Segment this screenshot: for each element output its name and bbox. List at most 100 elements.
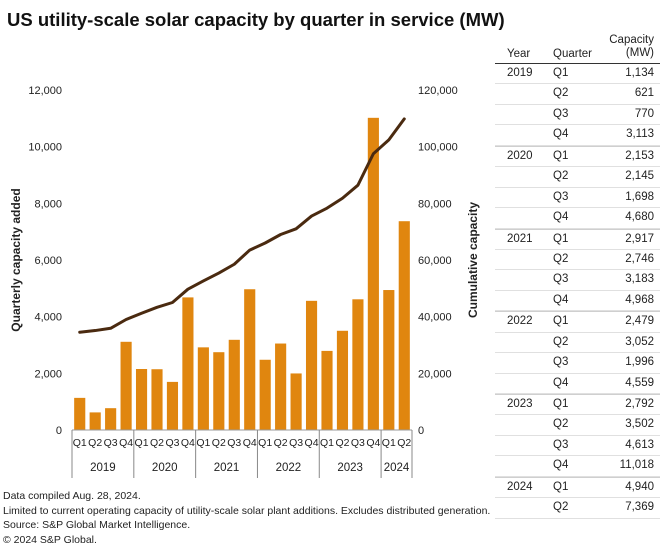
row-quarter: Q4 [553,459,569,472]
y-left-tick-label: 6,000 [34,255,62,267]
x-quarter-label: Q4 [119,437,133,449]
bar [321,350,333,430]
row-capacity: 4,680 [625,211,654,224]
header-capacity: Capacity (MW) [609,34,654,59]
row-capacity: 3,502 [625,418,654,431]
row-capacity: 1,698 [625,190,654,203]
bar [197,347,209,430]
x-quarter-label: Q1 [320,437,334,449]
row-quarter: Q2 [553,418,569,431]
row-quarter: Q2 [553,501,569,514]
x-quarter-label: Q1 [196,437,210,449]
table-row: Q4 4,968 [495,291,660,312]
x-quarter-label: Q2 [88,437,102,449]
bar [105,408,117,430]
x-quarter-label: Q3 [227,437,241,449]
bars-layer [74,117,410,430]
bar [74,397,86,430]
row-capacity: 2,917 [625,232,654,245]
table-row: Q4 4,559 [495,374,660,394]
row-quarter: Q3 [553,273,569,286]
x-quarter-label: Q2 [397,437,411,449]
row-quarter: Q3 [553,438,569,451]
row-capacity: 4,613 [625,438,654,451]
y-left-tick-label: 2,000 [34,368,62,380]
bar [383,290,395,430]
y-left-tick-label: 10,000 [28,142,62,154]
cumulative-line [78,117,406,334]
x-year-label: 2020 [152,462,178,474]
row-capacity: 7,369 [625,501,654,514]
x-quarter-label: Q4 [366,437,380,449]
bar [182,297,194,430]
row-quarter: Q1 [553,315,569,328]
row-quarter: Q4 [553,128,569,141]
y-right-tick-label: 60,000 [418,255,452,267]
y-right-tick-label: 80,000 [418,198,452,210]
row-quarter: Q3 [553,356,569,369]
row-year: 2020 [507,149,533,162]
row-quarter: Q1 [553,232,569,245]
x-quarter-label: Q4 [243,437,257,449]
y-left-axis-title: Quarterly capacity added [9,188,23,331]
bar [135,369,148,430]
row-quarter: Q1 [553,67,569,79]
x-quarter-label: Q1 [258,437,272,449]
bar [275,343,287,430]
y-right-tick-label: 100,000 [418,142,458,154]
y-right-tick-label: 40,000 [418,312,452,324]
row-capacity: 1,996 [625,356,654,369]
x-year-label: 2021 [214,462,240,474]
bar [305,300,318,430]
x-quarter-label: Q2 [212,437,226,449]
x-quarter-label: Q3 [289,437,303,449]
x-year-label: 2023 [337,462,363,474]
y-right-tick-label: 120,000 [418,85,458,97]
bar [151,369,163,430]
y-left-tick-label: 12,000 [28,85,62,97]
row-quarter: Q2 [553,335,569,348]
footnote-date: Data compiled Aug. 28, 2024. [3,490,141,502]
table-row: 2023 Q1 2,792 [495,394,660,416]
header-quarter: Quarter [553,48,592,60]
table-row: Q3 1,996 [495,353,660,374]
bar [259,359,271,430]
row-capacity: 3,052 [625,335,654,348]
row-year: 2022 [507,315,533,328]
table-row: Q2 3,052 [495,333,660,354]
y-left-tick-label: 8,000 [34,198,62,210]
row-capacity: 2,792 [625,398,654,410]
row-year: 2021 [507,232,533,245]
table-row: Q4 4,680 [495,208,660,229]
table-row: Q2 3,502 [495,415,660,436]
capacity-table: Year Quarter Capacity (MW) 2019 Q1 1,134 Q2… [495,34,660,519]
table-row: Q4 3,113 [495,125,660,146]
row-year: 2024 [507,480,533,493]
x-quarter-label: Q2 [335,437,349,449]
footnote-scope: Limited to current operating capacity of… [3,504,491,517]
table-row: Q3 770 [495,105,660,126]
x-year-label: 2024 [384,462,410,474]
table-row: Q3 4,613 [495,436,660,457]
row-quarter: Q3 [553,107,569,120]
x-quarter-label: Q1 [73,437,87,449]
x-quarter-label: Q3 [104,437,118,449]
table-row: 2024 Q1 4,940 [495,476,660,499]
bar [336,330,349,430]
x-quarter-label: Q1 [135,437,149,449]
footnote-source: Source: S&P Global Market Intelligence. [3,519,191,532]
row-capacity: 2,145 [625,170,654,183]
y-right-tick-label: 20,000 [418,368,452,380]
row-capacity: 3,113 [626,128,654,141]
x-year-label: 2022 [276,462,302,474]
x-quarter-label: Q1 [382,437,396,449]
axes-layer: 0 2,000 4,000 6,000 8,000 10,000 12,000 0 20,000… [9,85,480,478]
row-quarter: Q4 [553,211,569,224]
x-quarter-label: Q4 [181,437,195,449]
table-row: Q4 11,018 [495,456,660,477]
y-left-tick-label: 4,000 [34,312,62,324]
row-quarter: Q2 [553,252,569,265]
row-quarter: Q4 [553,293,569,306]
table-row: 2019 Q1 1,134 [495,64,660,85]
table-row: Q3 3,183 [495,270,660,291]
